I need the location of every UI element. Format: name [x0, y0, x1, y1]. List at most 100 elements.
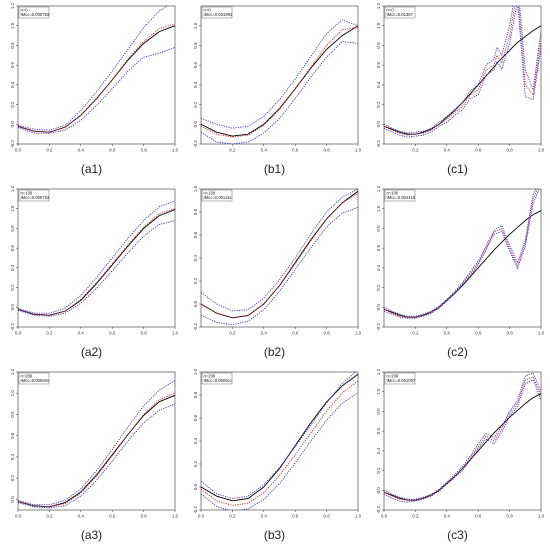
y-tick-label: -0.2: [10, 323, 15, 331]
y-tick-label: 1.0: [10, 390, 15, 397]
chart-panel-c2: 0.2 0.4 0.6 0.8 1.0 -0.2 0.0 0.2 0.4 0.6 0.8 1.0 1.2…: [366, 183, 549, 366]
y-tick-label: -0.2: [193, 506, 198, 514]
legend-line: IMcc=0.001007: [387, 378, 416, 383]
series-line-0: [384, 210, 541, 318]
series-line-3: [201, 206, 358, 326]
y-tick-label: 0.2: [10, 101, 15, 108]
x-tick-label: 0.4: [78, 514, 85, 519]
y-tick-label: 0.6: [10, 245, 15, 252]
legend-line: IMcc=0.000753: [21, 195, 50, 200]
panel-caption: (a1): [80, 162, 103, 176]
series-line-3: [18, 46, 175, 134]
series-line-3: [18, 220, 175, 317]
legend-box: [201, 189, 233, 202]
y-tick-label: 0.0: [193, 483, 198, 490]
series-line-0: [18, 394, 175, 508]
x-tick-label: 1.0: [172, 331, 179, 336]
x-tick-label: 0.0: [15, 514, 22, 519]
x-tick-label: 1.0: [355, 514, 362, 519]
panel-caption: (a2): [80, 345, 103, 359]
chart-panel-b2: 0.2 0.4 0.6 0.8 1.0 -0.2 0.0 0.2 0.4 0.6 0.8 1.0 n=1…: [183, 183, 366, 366]
x-tick-label: 0.6: [109, 148, 116, 153]
chart-panel-c1: 0.2 0.4 0.6 0.8 1.0 -0.2 0.0 0.2 0.4 0.6 0.8 1.0 1.2…: [366, 0, 549, 183]
series-line-1: [201, 193, 358, 319]
y-tick-label: 0.0: [376, 304, 381, 311]
series-line-1: [18, 23, 175, 133]
y-tick-label: 0.0: [376, 487, 381, 494]
series-line-1: [201, 27, 358, 138]
y-tick-label: 0.6: [376, 62, 381, 69]
legend-line: n=0: [387, 8, 395, 13]
y-tick-label: 0.2: [376, 284, 381, 291]
series-line-1: [384, 6, 541, 136]
series-line-1: [384, 376, 541, 501]
chart-svg-c1: 0.2 0.4 0.6 0.8 1.0 -0.2 0.0 0.2 0.4 0.6 0.8 1.0 1.2…: [376, 2, 545, 153]
x-tick-label: 1.0: [538, 331, 545, 336]
y-tick-label: 1.2: [10, 368, 15, 375]
y-tick-label: 0.2: [376, 467, 381, 474]
x-tick-label: 0.8: [506, 331, 513, 336]
y-tick-label: 1.2: [376, 368, 381, 375]
legend-line: n=200: [204, 374, 216, 379]
plot-frame: [17, 371, 176, 511]
plot-frame: [17, 5, 176, 145]
y-tick-label: 0.6: [193, 62, 198, 69]
series-line-2: [201, 372, 357, 499]
x-tick-label: 0.8: [323, 331, 330, 336]
x-tick-label: 0.8: [140, 514, 147, 519]
y-tick-label: 0.8: [10, 42, 15, 49]
legend-line: n=0: [21, 8, 29, 13]
y-tick-label: 0.6: [376, 245, 381, 252]
y-tick-label: 0.0: [10, 496, 15, 503]
series-line-3: [18, 403, 175, 509]
legend-box: [18, 6, 50, 19]
series-line-2: [384, 189, 537, 317]
x-tick-label: 1.0: [355, 148, 362, 153]
x-tick-label: 0.2: [46, 331, 53, 336]
series-line-0: [384, 25, 541, 135]
x-tick-label: 0.8: [323, 514, 330, 519]
x-tick-label: 0.6: [292, 331, 299, 336]
y-tick-label: 0.4: [376, 264, 381, 271]
series-line-2: [384, 372, 541, 500]
x-tick-label: 0.0: [198, 514, 205, 519]
x-tick-label: 0.2: [46, 148, 53, 153]
x-tick-label: 0.8: [506, 148, 513, 153]
chart-svg-c3: 0.0 0.2 0.4 0.6 0.8 1.0-0.20.00.20.40.60.81.0…: [376, 368, 545, 519]
y-tick-label: 1.2: [10, 2, 15, 9]
x-tick-label: 0.2: [412, 514, 419, 519]
y-tick-label: 0.2: [193, 101, 198, 108]
y-tick-label: 1.0: [193, 22, 198, 29]
y-tick-label: 0.8: [376, 42, 381, 49]
x-tick-label: 0.6: [475, 148, 482, 153]
y-tick-label: 0.6: [10, 432, 15, 439]
series-line-1: [384, 189, 539, 318]
y-tick-label: 0.0: [193, 121, 198, 128]
chart-svg-a2: 0.0 0.2 0.4 0.6 0.8 1.0-0.20.00.20.40.60.81.0…: [10, 185, 179, 336]
series-line-0: [201, 25, 358, 137]
legend-box: [18, 372, 50, 385]
y-tick-label: 1.0: [10, 22, 15, 29]
legend-line: n=200: [21, 374, 33, 379]
x-tick-label: 1.0: [538, 514, 545, 519]
chart-svg-b3: 0.0 0.2 0.4 0.6 0.8 1.0-0.20.00.20.40.60.81.0…: [193, 368, 362, 519]
series-line-3: [384, 379, 541, 503]
chart-panel-a3: 0.0 0.2 0.4 0.6 0.8 1.0 0.0 0.2 0.4 0.6 0.8 1.0 1.2 n…: [0, 366, 183, 549]
series-line-2: [18, 200, 175, 314]
y-tick-label: 1.0: [193, 185, 198, 192]
legend-box: [384, 372, 416, 385]
y-tick-label: 0.0: [10, 304, 15, 311]
panel-caption: (a3): [80, 528, 103, 542]
x-tick-label: 0.4: [78, 331, 85, 336]
y-tick-label: 0.2: [193, 460, 198, 467]
series-line-3: [201, 41, 358, 144]
legend-box: [384, 189, 416, 202]
legend-box: [384, 6, 416, 19]
x-tick-label: 0.0: [15, 148, 22, 153]
chart-svg-b2: 0.2 0.4 0.6 0.8 1.0-0.20.00.20.40.60.81.0n=1…: [193, 185, 362, 336]
